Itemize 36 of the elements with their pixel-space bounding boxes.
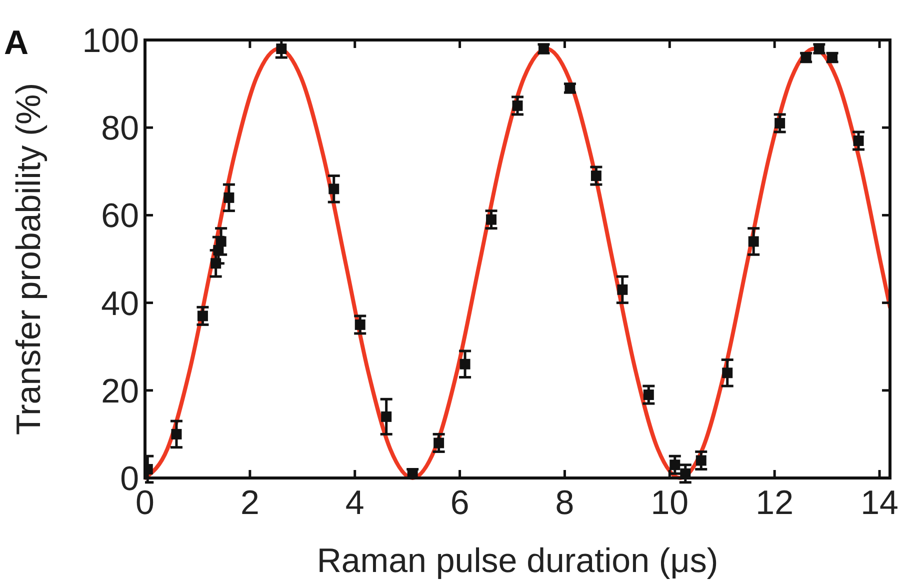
chart-title: A [4,24,29,62]
x-axis-title: Raman pulse duration (μs) [316,542,718,580]
x-tick-label: 8 [555,484,574,522]
point [276,44,287,54]
point [696,455,706,466]
x-tick-label: 10 [650,484,689,522]
point [853,135,864,146]
point [512,100,523,111]
point [216,236,226,247]
point [722,368,733,378]
point [434,438,444,448]
y-tick-label: 80 [101,110,139,148]
point [670,460,680,470]
point [774,118,786,128]
point [643,390,654,400]
point [354,319,366,330]
y-tick-label: 60 [101,197,139,236]
x-tick-label: 12 [756,484,794,522]
point [197,310,208,322]
point [617,284,628,295]
x-tick-label: 2 [240,484,260,522]
y-tick-label: 20 [101,372,139,410]
point [381,411,392,422]
point [328,184,340,194]
x-tick-label: 4 [345,484,364,522]
x-tick-label: 6 [450,484,470,522]
point [486,214,497,225]
point [590,170,602,182]
point [224,192,234,203]
point [460,358,470,370]
point [748,236,759,247]
y-axis-title: Transfer probability (%) [10,82,48,436]
y-tick-label: 100 [82,22,139,60]
y-tick-label: 40 [101,284,139,323]
x-tick-label: 14 [860,484,898,522]
point [171,428,182,440]
